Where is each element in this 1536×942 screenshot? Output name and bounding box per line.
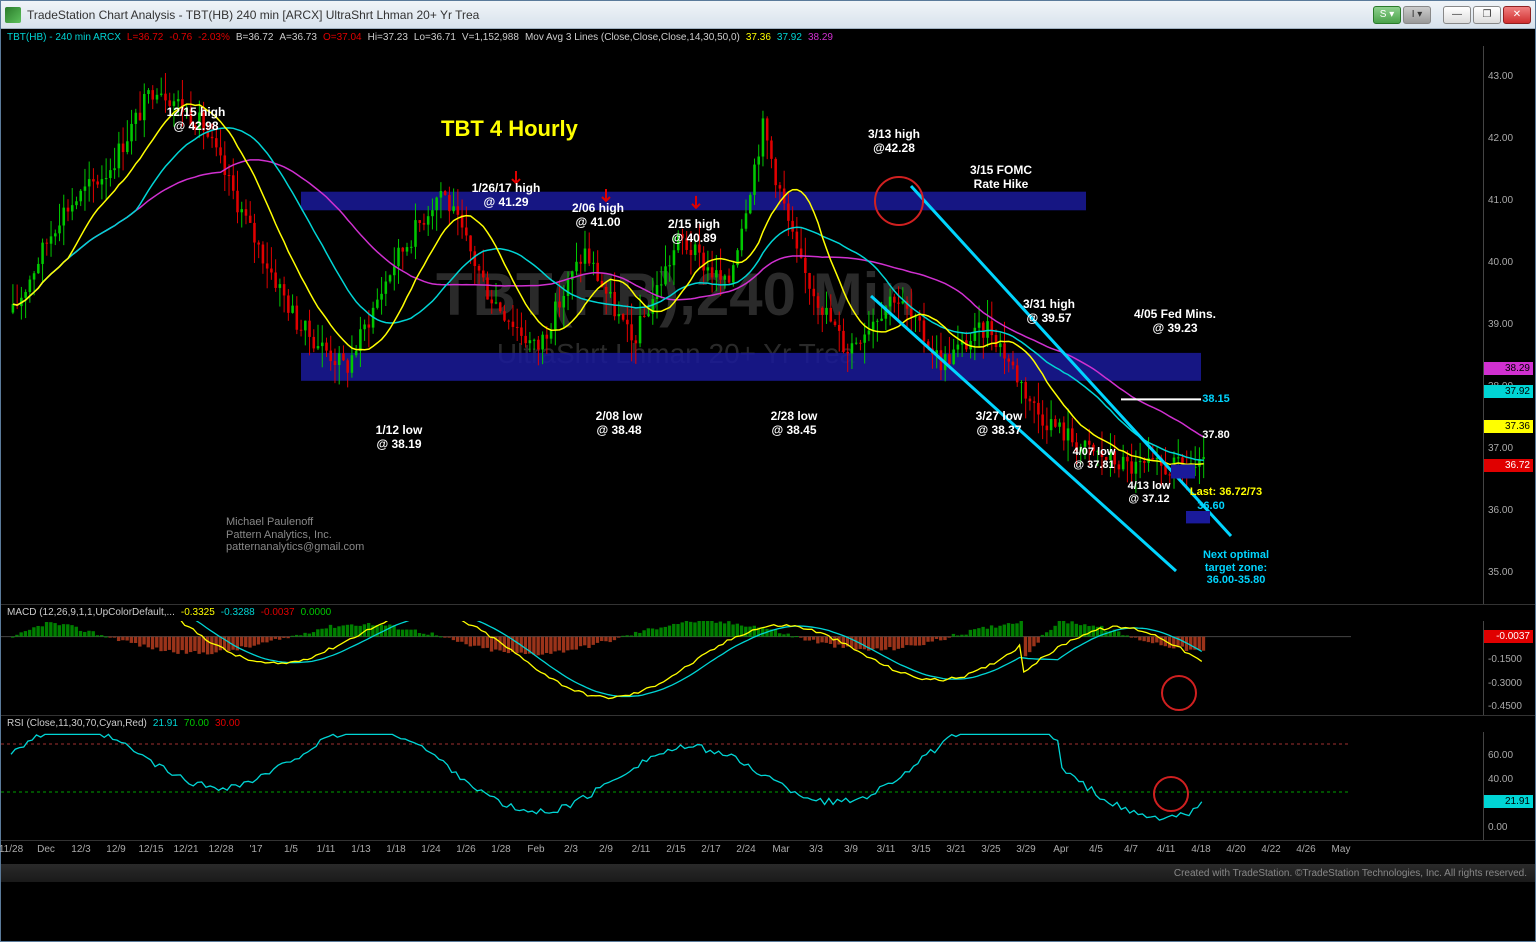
time-label: 2/17 [701, 844, 720, 855]
macd-scale: -0.4500-0.3000-0.1500-0.0037 [1483, 621, 1535, 715]
time-label: 4/22 [1261, 844, 1280, 855]
window-title: TradeStation Chart Analysis - TBT(HB) 24… [27, 8, 1373, 22]
title-bar: TradeStation Chart Analysis - TBT(HB) 24… [1, 1, 1535, 29]
time-label: '17 [249, 844, 262, 855]
i-menu-button[interactable]: I ▾ [1403, 6, 1431, 24]
symbol-label: TBT(HB) - 240 min ARCX [7, 32, 121, 43]
footer: Created with TradeStation. ©TradeStation… [1, 864, 1535, 882]
symbol-info-line: TBT(HB) - 240 min ARCX L=36.72 -0.76 -2.… [1, 29, 1535, 45]
rsi-chart-svg [1, 732, 1351, 840]
time-label: 1/5 [284, 844, 298, 855]
time-label: 3/21 [946, 844, 965, 855]
minimize-button[interactable]: — [1443, 6, 1471, 24]
time-label: Apr [1053, 844, 1069, 855]
time-label: 3/3 [809, 844, 823, 855]
time-label: 4/11 [1157, 844, 1176, 855]
time-label: 11/28 [0, 844, 23, 855]
time-label: 2/15 [666, 844, 685, 855]
app-window: TradeStation Chart Analysis - TBT(HB) 24… [0, 0, 1536, 942]
price-pane[interactable]: TBT(HB),240 MinUltraShrt Lhman 20+ Yr Tr… [1, 45, 1535, 604]
time-label: 3/29 [1016, 844, 1035, 855]
time-label: 4/26 [1296, 844, 1315, 855]
price-chart-svg: TBT(HB),240 MinUltraShrt Lhman 20+ Yr Tr… [1, 46, 1351, 604]
time-label: 12/9 [106, 844, 125, 855]
time-label: 1/24 [421, 844, 440, 855]
time-label: 3/11 [877, 844, 896, 855]
time-label: 12/3 [71, 844, 90, 855]
time-label: 2/11 [632, 844, 651, 855]
time-label: 3/9 [844, 844, 858, 855]
time-label: 12/15 [138, 844, 163, 855]
chart-shell: TBT(HB) - 240 min ARCX L=36.72 -0.76 -2.… [1, 29, 1535, 941]
time-label: May [1332, 844, 1351, 855]
time-label: 2/9 [599, 844, 613, 855]
time-label: 3/25 [981, 844, 1000, 855]
time-label: 1/18 [386, 844, 405, 855]
time-label: 3/15 [911, 844, 930, 855]
title-bar-buttons: S ▾ I ▾ — ❐ ✕ [1373, 6, 1531, 24]
time-label: Mar [772, 844, 789, 855]
macd-pane[interactable]: -0.4500-0.3000-0.1500-0.0037 [1, 620, 1535, 715]
footer-text: Created with TradeStation. ©TradeStation… [1174, 868, 1527, 879]
rsi-info-line: RSI (Close,11,30,70,Cyan,Red) 21.91 70.0… [1, 715, 1535, 731]
time-label: Dec [37, 844, 55, 855]
macd-info-line: MACD (12,26,9,1,1,UpColorDefault,... -0.… [1, 604, 1535, 620]
price-scale: 35.0036.0037.0038.0039.0040.0041.0042.00… [1483, 46, 1535, 604]
time-label: 1/26 [456, 844, 475, 855]
rsi-scale: 0.0020.0040.0060.0021.91 [1483, 732, 1535, 840]
time-label: 4/7 [1124, 844, 1138, 855]
time-label: 4/18 [1191, 844, 1210, 855]
time-axis: 11/28 Dec 12/3 12/9 12/15 12/21 12/28 '17 1/5 1/1… [1, 840, 1535, 864]
app-icon [5, 7, 21, 23]
time-label: 1/28 [491, 844, 510, 855]
time-label: 1/11 [317, 844, 336, 855]
time-label: 12/28 [208, 844, 233, 855]
s-menu-button[interactable]: S ▾ [1373, 6, 1401, 24]
time-label: 1/13 [351, 844, 370, 855]
maximize-button[interactable]: ❐ [1473, 6, 1501, 24]
time-label: 12/21 [173, 844, 198, 855]
time-label: 2/3 [564, 844, 578, 855]
time-label: 2/24 [736, 844, 755, 855]
macd-chart-svg [1, 621, 1351, 715]
time-label: 4/20 [1226, 844, 1245, 855]
close-button[interactable]: ✕ [1503, 6, 1531, 24]
time-label: Feb [527, 844, 544, 855]
time-label: 4/5 [1089, 844, 1103, 855]
rsi-pane[interactable]: 0.0020.0040.0060.0021.91 [1, 731, 1535, 840]
